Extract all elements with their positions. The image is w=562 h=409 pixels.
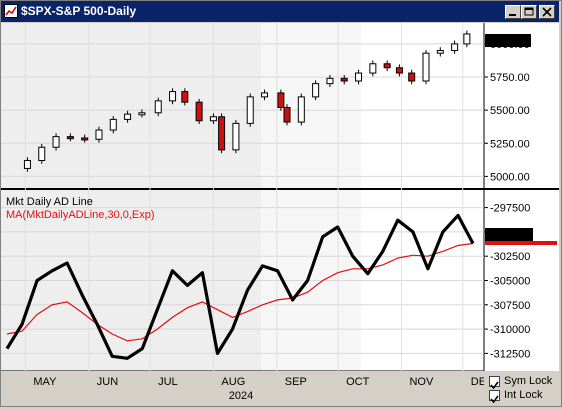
last-price-box [485, 34, 531, 47]
candle-body [326, 77, 334, 85]
candle-body [195, 101, 203, 122]
indicator-tick-label: -305000 [490, 276, 530, 288]
ad-last-value: -301191 [488, 229, 528, 241]
y-axis-area [484, 23, 559, 371]
indicator-tick-label: -310000 [490, 324, 530, 336]
year-label: 2024 [229, 390, 253, 402]
month-label: JUL [158, 376, 178, 388]
candle-body [312, 83, 320, 98]
month-label: MAY [33, 376, 57, 388]
ma-line-group [6, 242, 474, 342]
candle-body [246, 96, 254, 124]
candle-body [340, 77, 348, 82]
minimize-button[interactable] [505, 5, 521, 19]
candle-body [297, 96, 305, 123]
month-label: AUG [221, 376, 245, 388]
candle-body [422, 52, 430, 82]
candle-body [283, 106, 291, 123]
maximize-button[interactable] [521, 5, 537, 19]
candle-body [181, 91, 189, 103]
candle-body [81, 137, 89, 141]
candle-body [408, 72, 416, 82]
candle-body [38, 146, 46, 161]
month-label: OCT [346, 376, 370, 388]
ma-line [6, 242, 474, 342]
panel-separator[interactable] [1, 188, 559, 190]
month-label: SEP [285, 376, 307, 388]
price-tick-label: 5750.00 [490, 72, 530, 84]
candle-body [23, 159, 31, 169]
last-price-value: 6075.11 [488, 35, 527, 47]
candle-body [355, 72, 363, 82]
candle-body [261, 92, 269, 98]
candle-body [218, 116, 226, 151]
month-label: NOV [409, 376, 434, 388]
sym-lock-checkbox[interactable] [489, 376, 500, 390]
ad-line [5, 213, 475, 360]
indicator-tick-label: -302500 [490, 251, 530, 263]
candle-body [395, 67, 403, 74]
close-button[interactable] [539, 5, 555, 19]
window-title: $SPX-S&P 500-Daily [21, 4, 137, 18]
title-bar[interactable]: $SPX-S&P 500-Daily [1, 1, 559, 22]
int-lock-label[interactable]: Int Lock [504, 389, 543, 401]
indicator-tick-label: -312500 [490, 348, 530, 360]
shade-band [261, 23, 361, 371]
indicator-tick-label: -307500 [490, 300, 530, 312]
month-label: JUN [97, 376, 118, 388]
price-tick-label: 5250.00 [490, 138, 530, 150]
x-axis-labels: 2024 MAY JUN JUL AUG SEP OCT NOV DEC [33, 376, 484, 402]
candle-body [451, 43, 459, 52]
candle-body [369, 63, 377, 74]
candle-body [95, 129, 103, 140]
candle-body [383, 63, 391, 69]
bottom-bar: 2024 MAY JUN JUL AUG SEP OCT NOV DEC Sym Lock I… [1, 371, 559, 404]
ma-last-marker [485, 241, 557, 245]
check-icon [490, 395, 499, 404]
price-candles [23, 30, 471, 172]
chart-app-icon [4, 4, 18, 18]
ad-line-group [5, 213, 475, 360]
price-tick-label: 5500.00 [490, 105, 530, 117]
int-lock-checkbox[interactable] [489, 390, 500, 404]
chart-canvas[interactable]: Mkt Daily AD Line MA(MktDailyADLine,30,0… [1, 23, 559, 371]
ma-label: MA(MktDailyADLine,30,0,Exp) [6, 209, 155, 221]
candle-body [277, 92, 285, 108]
candle-body [109, 118, 117, 131]
grid-lines [1, 23, 484, 371]
month-label: DEC [471, 376, 484, 388]
candle-body [52, 136, 60, 148]
candle-body [209, 116, 217, 122]
candle-body [154, 100, 162, 114]
check-icon [490, 381, 499, 390]
candle-body [124, 113, 132, 120]
ad-last-box [485, 228, 533, 241]
shade-band [1, 23, 261, 371]
candle-body [463, 33, 471, 45]
candle-body [66, 136, 74, 140]
indicator-title: Mkt Daily AD Line [6, 196, 93, 208]
indicator-tick-label: -297500 [490, 203, 530, 215]
sym-lock-label[interactable]: Sym Lock [504, 375, 553, 387]
candle-body [138, 112, 146, 116]
candle-body [169, 91, 177, 102]
price-tick-label: 5000.00 [490, 171, 530, 183]
candle-body [232, 122, 240, 151]
candle-body [436, 50, 444, 54]
